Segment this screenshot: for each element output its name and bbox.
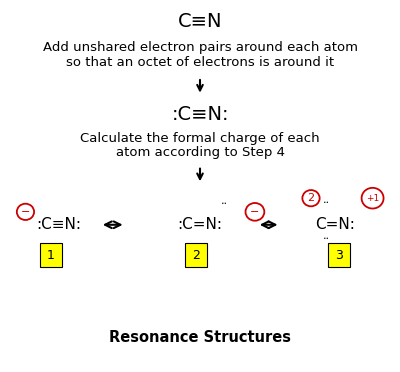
- Text: −: −: [21, 207, 30, 217]
- Text: 1: 1: [47, 249, 55, 262]
- Text: atom according to Step 4: atom according to Step 4: [116, 145, 284, 158]
- FancyBboxPatch shape: [185, 243, 207, 267]
- Text: Add unshared electron pairs around each atom: Add unshared electron pairs around each …: [42, 41, 358, 54]
- Text: C=N:: C=N:: [315, 217, 355, 232]
- FancyBboxPatch shape: [40, 243, 62, 267]
- Text: ⋅⋅: ⋅⋅: [323, 234, 330, 244]
- Text: :C=N:: :C=N:: [178, 217, 222, 232]
- Text: C≡N: C≡N: [178, 12, 222, 31]
- Text: Calculate the formal charge of each: Calculate the formal charge of each: [80, 131, 320, 144]
- Text: 2: 2: [308, 193, 314, 203]
- Text: :C≡N:: :C≡N:: [36, 217, 81, 232]
- Text: Resonance Structures: Resonance Structures: [109, 330, 291, 345]
- Text: ⋅⋅: ⋅⋅: [323, 198, 330, 208]
- Text: :C≡N:: :C≡N:: [171, 105, 229, 124]
- FancyBboxPatch shape: [328, 243, 350, 267]
- Text: +1: +1: [366, 194, 379, 203]
- Text: 3: 3: [335, 249, 343, 262]
- Text: 2: 2: [192, 249, 200, 262]
- Text: −: −: [250, 207, 260, 217]
- Text: ⋅⋅: ⋅⋅: [221, 199, 228, 209]
- Text: so that an octet of electrons is around it: so that an octet of electrons is around …: [66, 56, 334, 69]
